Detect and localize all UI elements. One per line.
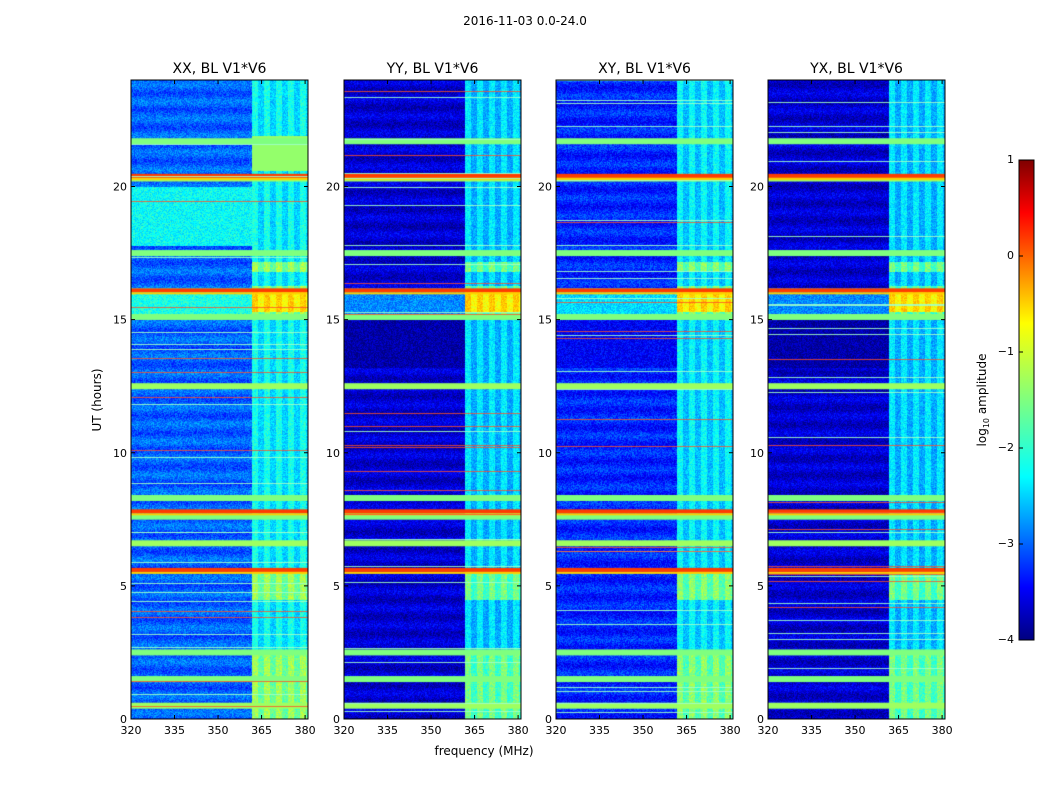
y-tick-label: 10 <box>750 447 764 460</box>
colorbar-tick-label: −2 <box>998 441 1014 454</box>
panel-title: YY, BL V1*V6 <box>386 61 479 77</box>
x-tick-label: 350 <box>633 724 654 737</box>
y-tick-label: 0 <box>757 713 764 726</box>
x-tick-label: 365 <box>251 724 272 737</box>
x-tick-label: 380 <box>295 724 316 737</box>
y-tick-label: 10 <box>113 447 127 460</box>
y-tick-label: 0 <box>120 713 127 726</box>
colorbar-gradient <box>1018 159 1035 641</box>
colorbar-label: log10 amplitude <box>975 354 991 447</box>
y-tick-label: 5 <box>120 580 127 593</box>
x-tick-label: 335 <box>164 724 185 737</box>
x-tick-label: 350 <box>421 724 442 737</box>
x-tick-label: 365 <box>888 724 909 737</box>
colorbar-tick-label: −3 <box>998 537 1014 550</box>
y-tick-label: 10 <box>538 447 552 460</box>
x-tick-label: 320 <box>121 724 142 737</box>
colorbar-label-suffix: amplitude <box>975 354 989 418</box>
x-tick-label: 335 <box>589 724 610 737</box>
y-tick-label: 20 <box>326 181 340 194</box>
y-tick-label: 15 <box>326 314 340 327</box>
y-tick-label: 20 <box>750 181 764 194</box>
y-axis-label: UT (hours) <box>90 368 104 431</box>
y-tick-label: 15 <box>113 314 127 327</box>
panel-title: XY, BL V1*V6 <box>598 61 691 77</box>
y-tick-label: 15 <box>538 314 552 327</box>
x-tick-label: 335 <box>801 724 822 737</box>
panel-title: XX, BL V1*V6 <box>173 61 267 77</box>
spectrogram-panel: XY, BL V1*V6 320 335 350 365 380 0 5 10 15 20 <box>538 61 741 737</box>
y-tick-label: 0 <box>333 713 340 726</box>
x-tick-label: 320 <box>546 724 567 737</box>
y-tick-label: 5 <box>545 580 552 593</box>
y-tick-label: 5 <box>757 580 764 593</box>
spectrogram-panel: YX, BL V1*V6 320 335 350 365 380 0 5 10 15 20 <box>750 61 953 737</box>
y-tick-label: 20 <box>538 181 552 194</box>
spectrogram-panel: XX, BL V1*V6 320 335 350 365 380 0 5 10 15 20 <box>113 61 316 737</box>
heatmap-image <box>344 80 521 719</box>
heatmap-image <box>131 80 308 719</box>
x-tick-label: 320 <box>758 724 779 737</box>
x-tick-label: 365 <box>464 724 485 737</box>
x-tick-label: 350 <box>845 724 866 737</box>
y-tick-label: 5 <box>333 580 340 593</box>
figure-title: 2016-11-03 0.0-24.0 <box>463 14 587 28</box>
heatmap-image <box>556 80 733 719</box>
panel-frame <box>343 79 522 720</box>
panel-frame <box>767 79 946 720</box>
colorbar-tick-label: −1 <box>998 345 1014 358</box>
colorbar-label-sub: 10 <box>982 418 991 428</box>
panel-title: YX, BL V1*V6 <box>809 61 903 77</box>
panel-frame <box>555 79 734 720</box>
y-tick-label: 20 <box>113 181 127 194</box>
spectrogram-panel: YY, BL V1*V6 320 335 350 365 380 0 5 10 15 20 <box>326 61 529 737</box>
y-tick-label: 0 <box>545 713 552 726</box>
colorbar: 1 0 −1 −2 −3 −4 <box>998 153 1035 646</box>
x-axis-label: frequency (MHz) <box>434 744 533 758</box>
x-tick-label: 335 <box>377 724 398 737</box>
colorbar-tick-label: 0 <box>1007 249 1014 262</box>
x-tick-label: 320 <box>334 724 355 737</box>
x-tick-label: 380 <box>720 724 741 737</box>
colorbar-tick-label: −4 <box>998 633 1014 646</box>
y-tick-label: 15 <box>750 314 764 327</box>
x-tick-label: 380 <box>932 724 953 737</box>
colorbar-label-prefix: log <box>975 428 989 446</box>
panel-frame <box>130 79 309 720</box>
y-tick-label: 10 <box>326 447 340 460</box>
heatmap-image <box>768 80 945 719</box>
x-tick-label: 380 <box>508 724 529 737</box>
x-tick-label: 365 <box>676 724 697 737</box>
colorbar-tick-label: 1 <box>1007 153 1014 166</box>
x-tick-label: 350 <box>208 724 229 737</box>
